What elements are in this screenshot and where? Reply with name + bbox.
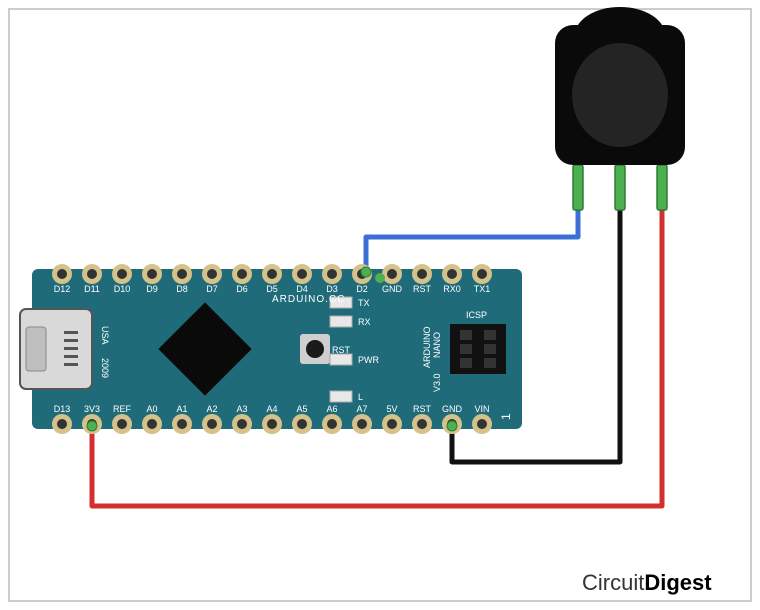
svg-text:D8: D8 (176, 284, 188, 294)
svg-text:PWR: PWR (358, 355, 379, 365)
svg-text:D5: D5 (266, 284, 278, 294)
svg-text:VIN: VIN (474, 404, 489, 414)
svg-text:USA: USA (100, 326, 110, 345)
svg-text:5V: 5V (386, 404, 397, 414)
svg-text:REF: REF (113, 404, 132, 414)
svg-text:GND: GND (442, 404, 463, 414)
svg-text:A3: A3 (236, 404, 247, 414)
svg-text:TX: TX (358, 298, 370, 308)
svg-text:NANO: NANO (432, 332, 442, 358)
svg-text:RST: RST (413, 284, 432, 294)
svg-text:2009: 2009 (100, 358, 110, 378)
svg-text:D13: D13 (54, 404, 71, 414)
svg-text:D4: D4 (296, 284, 308, 294)
svg-text:RST: RST (413, 404, 432, 414)
svg-text:RX: RX (358, 317, 371, 327)
svg-text:A1: A1 (176, 404, 187, 414)
svg-text:D11: D11 (84, 284, 100, 294)
svg-text:V3.0: V3.0 (432, 373, 442, 392)
svg-text:A4: A4 (266, 404, 277, 414)
svg-text:A7: A7 (356, 404, 367, 414)
logo-bold: Digest (644, 570, 711, 595)
diagram-svg: RST TX RX PWR L ICSP ARDUINO.CC ARDUINONANO V3.0… (0, 0, 760, 610)
svg-text:D9: D9 (146, 284, 158, 294)
svg-text:TX1: TX1 (474, 284, 491, 294)
svg-text:GND: GND (382, 284, 403, 294)
svg-text:ARDUINO.CC: ARDUINO.CC (272, 294, 345, 305)
svg-text:D10: D10 (114, 284, 131, 294)
svg-text:ARDUINO: ARDUINO (422, 326, 432, 368)
svg-text:A6: A6 (326, 404, 337, 414)
svg-text:A5: A5 (296, 404, 307, 414)
logo-light: Circuit (582, 570, 644, 595)
svg-text:3V3: 3V3 (84, 404, 100, 414)
svg-text:A2: A2 (206, 404, 217, 414)
svg-text:D7: D7 (206, 284, 218, 294)
diagram-canvas: RST TX RX PWR L ICSP ARDUINO.CC ARDUINONANO V3.0… (0, 0, 760, 610)
svg-text:D6: D6 (236, 284, 248, 294)
svg-text:D2: D2 (356, 284, 368, 294)
svg-text:1: 1 (499, 413, 513, 420)
svg-text:D12: D12 (54, 284, 71, 294)
logo: CircuitDigest (582, 570, 712, 596)
svg-text:RX0: RX0 (443, 284, 461, 294)
svg-text:ICSP: ICSP (466, 310, 487, 320)
svg-text:A0: A0 (146, 404, 157, 414)
svg-text:D3: D3 (326, 284, 338, 294)
svg-text:L: L (358, 392, 363, 402)
